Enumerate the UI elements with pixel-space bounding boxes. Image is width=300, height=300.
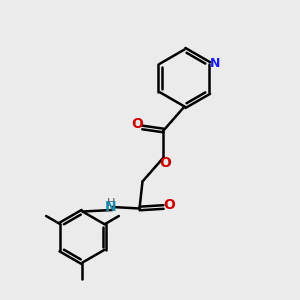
Text: O: O [131, 118, 143, 131]
Text: O: O [159, 156, 171, 170]
Text: H: H [107, 198, 115, 208]
Text: N: N [209, 57, 220, 70]
Text: N: N [105, 200, 117, 214]
Text: O: O [163, 198, 175, 212]
